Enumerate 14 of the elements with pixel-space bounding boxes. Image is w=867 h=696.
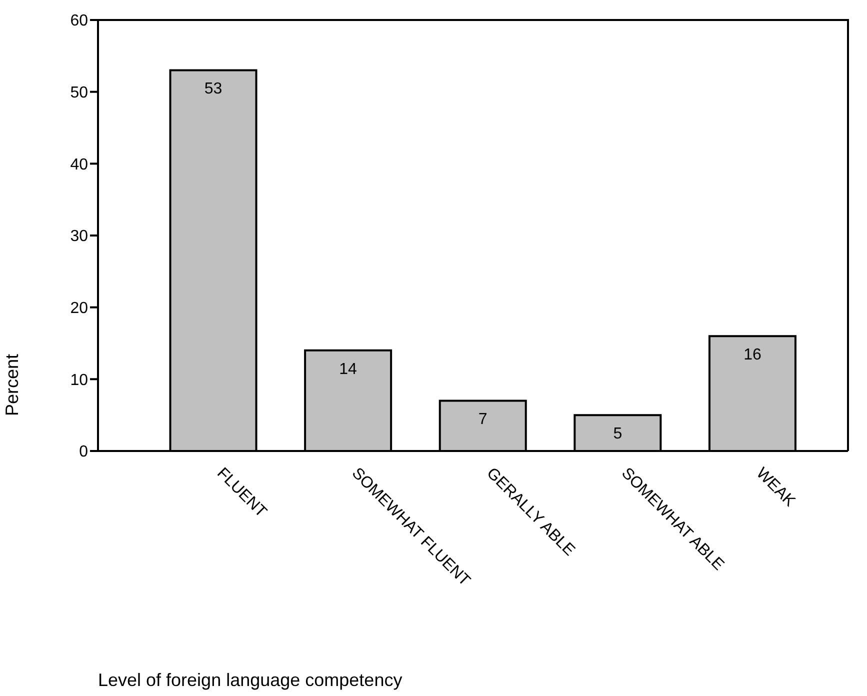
y-axis-title: Percent: [2, 354, 22, 416]
x-axis-title: Level of foreign language competency: [98, 670, 402, 691]
data-label: 5: [613, 425, 622, 442]
y-tick-label: 50: [70, 84, 88, 102]
data-label: 16: [744, 346, 762, 364]
y-tick-label: 0: [79, 444, 88, 461]
y-tick-label: 30: [70, 228, 88, 246]
data-label: 53: [204, 80, 222, 98]
data-label: 7: [478, 411, 488, 428]
y-tick-label: 20: [70, 300, 88, 318]
data-label: 14: [339, 360, 358, 378]
y-tick-label: 40: [70, 156, 88, 174]
y-tick-label: 10: [70, 372, 88, 389]
y-tick-label: 60: [70, 12, 88, 30]
